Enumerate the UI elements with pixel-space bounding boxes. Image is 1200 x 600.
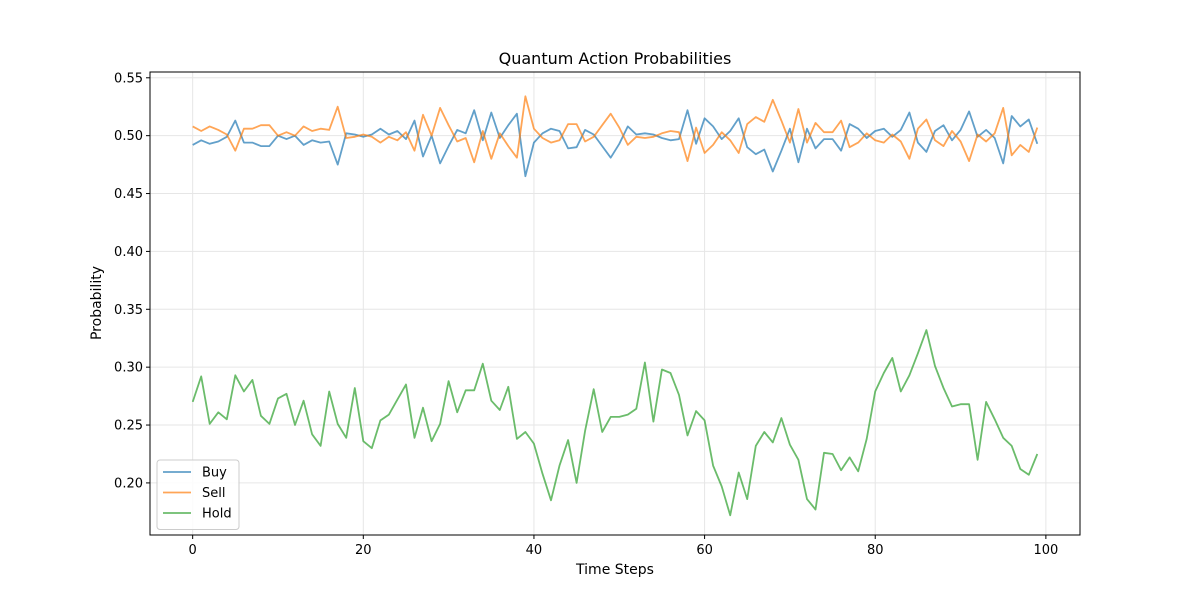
- y-tick-label: 0.40: [114, 245, 143, 260]
- y-tick-label: 0.25: [114, 419, 143, 434]
- y-tick-label: 0.50: [114, 129, 143, 144]
- y-tick-label: 0.35: [114, 303, 143, 318]
- x-axis-ticks: 0 20 40 60 80 100: [189, 535, 1058, 558]
- legend: Buy Sell Hold: [156, 459, 240, 530]
- legend-label-hold: Hold: [202, 507, 232, 522]
- x-tick-label: 100: [1033, 543, 1058, 558]
- y-tick-label: 0.30: [114, 361, 143, 376]
- y-axis-ticks: 0.20 0.25 0.30 0.35 0.40 0.45 0.50 0.55: [114, 71, 150, 491]
- plot-frame: [149, 71, 1081, 536]
- x-tick-label: 80: [867, 543, 884, 558]
- series-line-hold: [191, 329, 1039, 517]
- series-line-sell: [192, 95, 1039, 164]
- series-line-buy: [192, 109, 1039, 178]
- x-tick-label: 0: [189, 543, 197, 558]
- x-tick-label: 40: [526, 543, 543, 558]
- x-tick-label: 20: [355, 543, 372, 558]
- legend-label-sell: Sell: [202, 486, 225, 501]
- y-tick-label: 0.20: [114, 476, 143, 491]
- x-axis-label: Time Steps: [575, 562, 654, 578]
- series-lines: [191, 95, 1039, 517]
- y-tick-label: 0.45: [114, 187, 143, 202]
- legend-label-buy: Buy: [202, 466, 227, 481]
- y-axis-label: Probability: [89, 266, 105, 340]
- y-tick-label: 0.55: [114, 71, 143, 86]
- x-tick-label: 60: [696, 543, 713, 558]
- grid: [150, 72, 1080, 535]
- chart-title: Quantum Action Probabilities: [499, 49, 732, 68]
